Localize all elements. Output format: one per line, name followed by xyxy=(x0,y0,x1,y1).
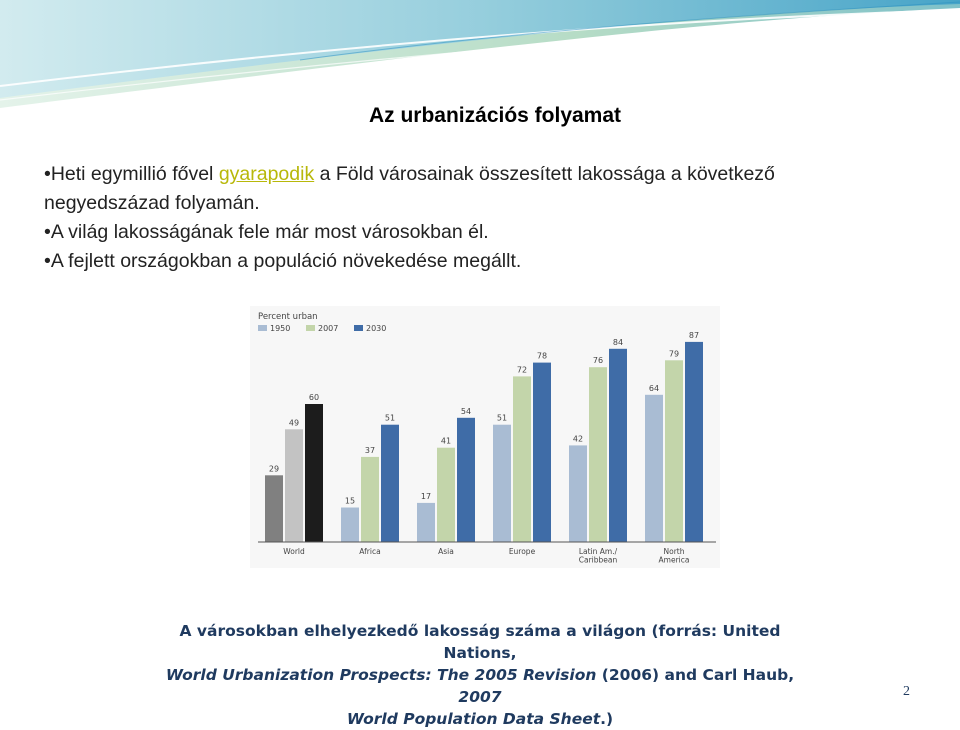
data-label-1-2030: 51 xyxy=(385,414,395,423)
category-label-part: World xyxy=(283,547,305,556)
chart-title: Percent urban xyxy=(258,312,318,322)
data-label-5-2007: 79 xyxy=(669,349,679,358)
data-label-5-1950: 64 xyxy=(649,384,659,393)
bar-2-2030 xyxy=(457,417,475,542)
bar-4-1950 xyxy=(569,445,587,542)
category-label-1: Africa xyxy=(359,547,380,556)
category-label-part: North xyxy=(664,547,685,556)
percent-urban-bar-chart: Percent urban 1950 2007 2030 29 49 60 World 15 37… xyxy=(250,306,720,568)
decorative-header-swoosh xyxy=(0,0,960,108)
legend-swatch-2030 xyxy=(354,325,363,331)
bar-0-2030 xyxy=(305,404,323,542)
bar-0-2007 xyxy=(285,429,303,542)
caption-source-mid: (2006) and Carl Haub, xyxy=(596,666,795,684)
bar-1-2030 xyxy=(381,424,399,542)
legend-swatch-2007 xyxy=(306,325,315,331)
caption-source-title-1: World Urbanization Prospects: The 2005 R… xyxy=(165,666,597,684)
data-label-2-1950: 17 xyxy=(421,492,431,501)
legend-label-2030: 2030 xyxy=(366,324,386,333)
bullet-1-start: •Heti egymillió fővel xyxy=(44,163,219,185)
data-label-2-2007: 41 xyxy=(441,437,451,446)
category-label-part: Latin Am./ xyxy=(579,547,618,556)
bullet-3: •A fejlett országokban a populáció növek… xyxy=(44,250,522,272)
category-label-0: World xyxy=(283,547,305,556)
caption-line-1: A városokban elhelyezkedő lakosság száma… xyxy=(179,622,781,662)
slide-title: Az urbanizációs folyamat xyxy=(368,104,622,127)
bar-2-1950 xyxy=(417,502,435,542)
data-label-3-1950: 51 xyxy=(497,414,507,423)
bullet-1-end: a Föld városainak összesített lakossága … xyxy=(314,163,775,185)
bullet-1-link[interactable]: gyarapodik xyxy=(218,163,315,185)
category-label-part: Caribbean xyxy=(579,556,618,565)
bar-2-2007 xyxy=(437,447,455,542)
legend-label-1950: 1950 xyxy=(270,324,290,333)
bullet-1-continuation: negyedszázad folyamán. xyxy=(44,192,260,214)
bar-5-1950 xyxy=(645,394,663,542)
data-label-1-1950: 15 xyxy=(345,497,355,506)
category-label-part: Asia xyxy=(438,547,454,556)
caption-line-2: World Urbanization Prospects: The 2005 R… xyxy=(150,664,810,708)
data-label-5-2030: 87 xyxy=(689,331,699,340)
bar-5-2007 xyxy=(665,360,683,542)
category-label-5: North America xyxy=(659,547,690,565)
data-label-2-2030: 54 xyxy=(461,407,471,416)
page-number: 2 xyxy=(903,684,910,699)
data-label-0-2030: 60 xyxy=(309,393,319,402)
category-label-part: Europe xyxy=(509,547,536,556)
bullet-2: •A világ lakosságának fele már most váro… xyxy=(44,221,489,243)
bar-1-1950 xyxy=(341,507,359,542)
data-label-0-2007: 49 xyxy=(289,418,299,427)
bar-4-2007 xyxy=(589,367,607,542)
figure-caption: A városokban elhelyezkedő lakosság száma… xyxy=(150,620,810,730)
chart-background xyxy=(250,306,720,568)
data-label-0-1950: 29 xyxy=(269,464,279,473)
caption-source-title-2: World Population Data Sheet xyxy=(346,710,601,728)
bar-3-2007 xyxy=(513,376,531,542)
legend-swatch-1950 xyxy=(258,325,267,331)
caption-end: .) xyxy=(600,710,614,728)
category-label-part: Africa xyxy=(359,547,380,556)
category-label-part: America xyxy=(659,556,690,565)
bar-1-2007 xyxy=(361,456,379,542)
category-label-2: Asia xyxy=(438,547,454,556)
bar-0-1950 xyxy=(265,475,283,542)
legend-label-2007: 2007 xyxy=(318,324,338,333)
category-label-4: Latin Am./Caribbean xyxy=(579,547,618,565)
data-label-3-2030: 78 xyxy=(537,352,547,361)
data-label-1-2007: 37 xyxy=(365,446,375,455)
data-label-4-2030: 84 xyxy=(613,338,623,347)
data-label-3-2007: 72 xyxy=(517,365,527,374)
bullet-1: •Heti egymillió fővel gyarapodik a Föld … xyxy=(44,160,954,189)
caption-line-3: World Population Data Sheet.) xyxy=(150,708,810,730)
bar-3-2030 xyxy=(533,362,551,542)
bar-5-2030 xyxy=(685,341,703,542)
bar-3-1950 xyxy=(493,424,511,542)
bar-4-2030 xyxy=(609,348,627,542)
data-label-4-1950: 42 xyxy=(573,434,583,443)
category-label-3: Europe xyxy=(509,547,536,556)
data-label-4-2007: 76 xyxy=(593,356,603,365)
bullet-list: •Heti egymillió fővel gyarapodik a Föld … xyxy=(44,160,954,276)
caption-source-year: 2007 xyxy=(458,688,502,706)
